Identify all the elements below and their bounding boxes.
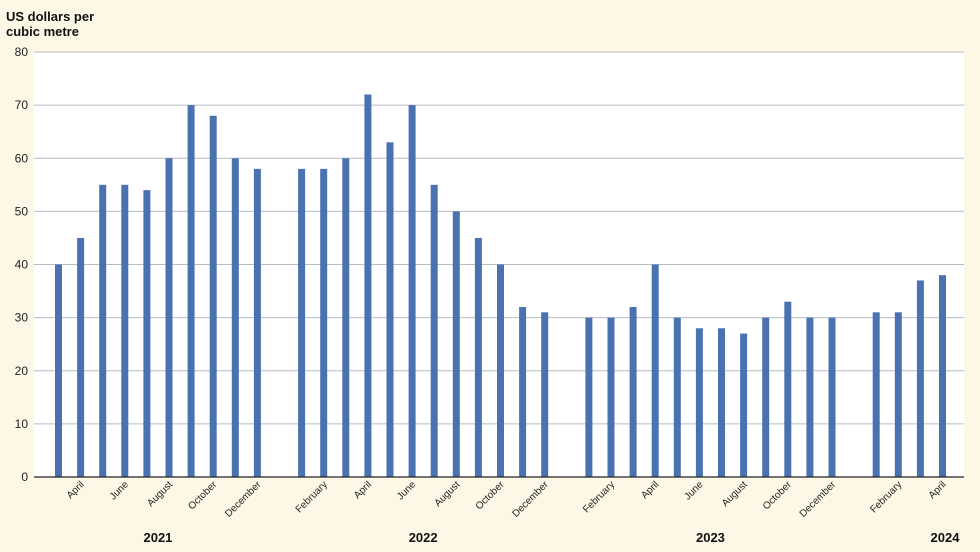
y-axis-label-line-1: US dollars per	[6, 9, 94, 24]
bar	[408, 105, 416, 477]
bar	[806, 317, 814, 477]
bar	[740, 333, 748, 477]
bar	[231, 158, 239, 477]
bar	[894, 312, 902, 477]
x-tick-label: April	[639, 479, 661, 501]
bar	[253, 168, 261, 477]
bar	[718, 328, 725, 477]
x-tick-label: August	[145, 479, 175, 509]
bar	[497, 264, 504, 477]
y-tick-label: 10	[15, 417, 29, 431]
x-tick-label: June	[395, 479, 418, 502]
x-tick-label: December	[223, 479, 264, 520]
x-tick-label: February	[868, 479, 904, 515]
y-tick-label: 70	[15, 98, 29, 112]
bar	[364, 94, 372, 477]
bar	[673, 317, 681, 477]
y-tick-label: 40	[15, 258, 29, 272]
y-tick-label: 30	[15, 311, 29, 325]
year-labels: 2021 2022 2023 2024	[143, 530, 960, 545]
bar	[695, 328, 703, 477]
bar	[143, 190, 151, 477]
bar	[386, 142, 394, 477]
year-label: 2023	[696, 530, 725, 545]
year-label: 2022	[409, 530, 438, 545]
x-tick-label: October	[474, 479, 507, 512]
x-tick-label: October	[186, 479, 219, 512]
bar	[165, 158, 173, 477]
x-tick-label: August	[433, 479, 463, 509]
y-axis-ticks: 0 10 20 30 40 50 60 70 80	[15, 45, 29, 484]
bar	[187, 105, 195, 477]
bar	[541, 312, 549, 477]
bar	[762, 317, 770, 477]
bar	[916, 280, 924, 477]
bar	[651, 264, 659, 477]
bar	[607, 317, 615, 477]
bar	[784, 301, 792, 477]
y-tick-label: 50	[15, 204, 29, 218]
y-tick-label: 20	[15, 364, 29, 378]
bar	[585, 317, 593, 477]
x-tick-label: August	[720, 479, 750, 509]
y-tick-label: 60	[15, 151, 29, 165]
x-tick-label: October	[761, 479, 794, 512]
y-axis-label-line-2: cubic metre	[6, 24, 79, 39]
x-tick-label: April	[352, 479, 374, 501]
bar	[939, 275, 946, 477]
bar	[298, 168, 306, 477]
bar	[99, 184, 107, 477]
bar	[320, 168, 328, 477]
year-label: 2024	[931, 530, 961, 545]
x-tick-label: April	[927, 479, 949, 501]
bar	[430, 184, 438, 477]
x-tick-label: June	[108, 479, 131, 502]
bar	[342, 158, 350, 477]
x-tick-label: December	[510, 479, 551, 520]
bar	[121, 184, 129, 477]
bar	[872, 312, 880, 477]
x-tick-label: February	[581, 479, 617, 515]
bar	[629, 307, 637, 477]
y-tick-label: 0	[21, 470, 28, 484]
bar	[519, 307, 527, 477]
x-tick-label: June	[682, 479, 705, 502]
x-tick-label: February	[294, 479, 330, 515]
y-tick-label: 80	[15, 45, 29, 59]
bar	[474, 237, 482, 477]
bar	[828, 317, 836, 477]
bar	[452, 211, 460, 477]
year-label: 2021	[143, 530, 172, 545]
x-axis-ticks: April June August October December February Ap…	[65, 479, 949, 520]
bar	[209, 115, 217, 477]
x-tick-label: December	[798, 479, 839, 520]
x-tick-label: April	[65, 479, 87, 501]
bar	[55, 264, 62, 477]
bars	[55, 94, 946, 477]
bar	[77, 237, 85, 477]
